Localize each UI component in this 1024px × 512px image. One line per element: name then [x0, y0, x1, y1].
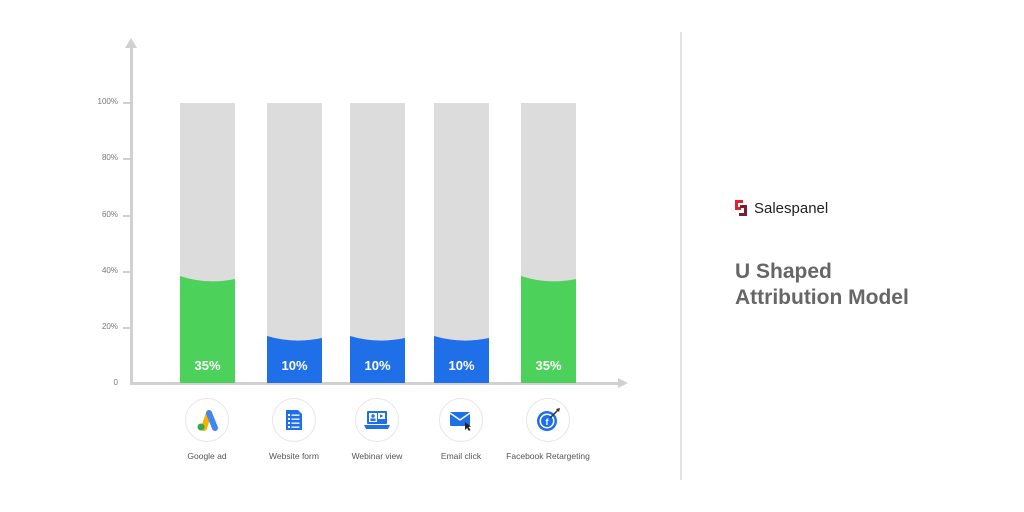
bar-value-label: 10% — [281, 358, 308, 373]
category-label: Google ad — [187, 451, 227, 461]
category-label: Website form — [269, 451, 319, 461]
y-tick-label: 60% — [101, 210, 118, 219]
y-tick — [123, 102, 130, 104]
svg-text:f: f — [546, 417, 550, 427]
salespanel-logo-icon — [735, 200, 747, 216]
page-title: U Shaped Attribution Model — [735, 259, 909, 311]
y-axis — [130, 46, 133, 384]
bar-value-label: 10% — [448, 358, 475, 373]
google-ads-icon — [185, 398, 229, 442]
y-tick — [123, 158, 130, 160]
facebook-target-icon: f — [526, 398, 570, 442]
y-tick — [123, 327, 130, 329]
category-label: Email click — [440, 451, 482, 461]
bar-facebook-retargeting: 35% — [521, 103, 576, 383]
y-axis-arrow — [125, 38, 137, 48]
x-axis-arrow — [618, 378, 628, 388]
y-tick-label: 0 — [113, 378, 118, 387]
email-click-icon — [439, 398, 483, 442]
bar-email-click: 10% — [434, 103, 489, 383]
bar-value-label: 10% — [364, 358, 391, 373]
brand-name: Salespanel — [754, 199, 829, 217]
bar-value-label: 35% — [535, 358, 562, 373]
bar-google-ad: 35% — [180, 103, 235, 383]
title-line-1: U Shaped — [735, 260, 832, 283]
bar-value-label: 35% — [194, 358, 221, 373]
bar-fill-green — [521, 276, 576, 383]
x-axis — [130, 382, 620, 385]
form-document-icon — [272, 398, 316, 442]
bar-website-form: 10% — [267, 103, 322, 383]
y-tick-label: 20% — [101, 322, 118, 331]
y-tick-label: 40% — [101, 266, 118, 275]
bar-fill-blue — [434, 336, 489, 383]
bar-fill-blue — [350, 336, 405, 383]
y-tick-label: 80% — [101, 153, 118, 162]
category-label: Webinar view — [351, 451, 403, 461]
title-line-2: Attribution Model — [735, 286, 909, 309]
y-tick — [123, 215, 130, 217]
bar-fill-blue — [267, 336, 322, 383]
bar-webinar-view: 10% — [350, 103, 405, 383]
y-tick-label: 100% — [97, 97, 118, 106]
category-label: Facebook Retargeting — [506, 451, 590, 461]
vertical-divider — [680, 32, 682, 480]
y-tick — [123, 271, 130, 273]
brand-logo: Salespanel — [734, 199, 828, 217]
bar-fill-green — [180, 276, 235, 383]
webinar-laptop-icon — [355, 398, 399, 442]
